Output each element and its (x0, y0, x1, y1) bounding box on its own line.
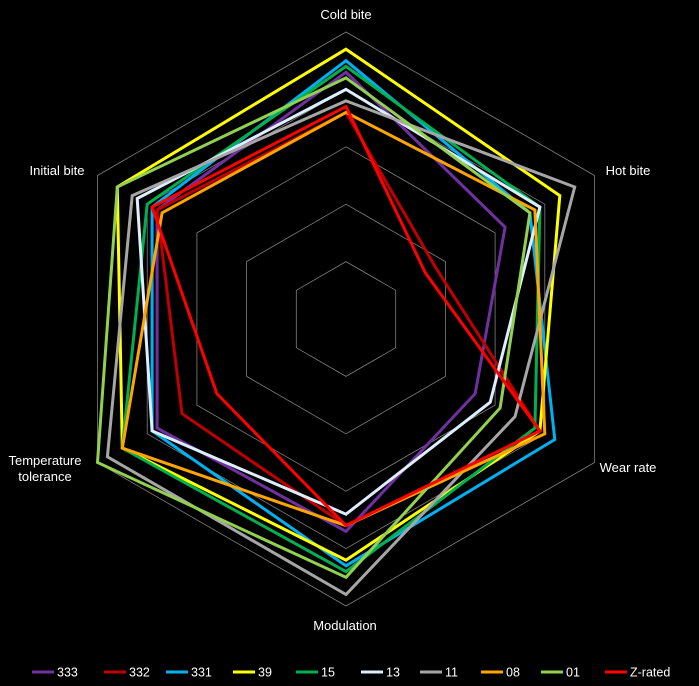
legend-label: 01 (566, 666, 580, 680)
legend-label: Z-rated (630, 666, 670, 680)
legend-label: 15 (321, 666, 335, 680)
legend-item-331: 331 (166, 666, 212, 680)
grid-ring (246, 203, 446, 435)
radar-series (95, 47, 577, 597)
legend-item-11: 11 (420, 666, 458, 680)
grid-ring (196, 146, 496, 492)
legend-label: 11 (445, 666, 458, 680)
axis-label-initial-bite: Initial bite (30, 163, 85, 178)
legend-item-39: 39 (233, 666, 272, 680)
axis-labels: Cold bite Hot bite Wear rate Modulation Temp… (9, 7, 657, 633)
legend-label: 333 (57, 666, 78, 680)
legend-item-z-rated: Z-rated (605, 666, 670, 680)
series-line-11 (105, 99, 577, 597)
grid-ring (146, 88, 546, 550)
legend-label: 13 (386, 666, 400, 680)
axis-label-temperature-tolerance: Temperature tolerance (9, 453, 82, 484)
legend-item-08: 08 (481, 666, 520, 680)
series-line-331 (150, 58, 557, 568)
legend-label: 08 (506, 666, 520, 680)
legend-label: 39 (258, 666, 272, 680)
grid-ring (97, 31, 595, 607)
legend-item-332: 332 (104, 666, 150, 680)
grid-ring (295, 261, 397, 377)
legend-item-15: 15 (296, 666, 335, 680)
legend: 333 332 331 39 15 13 11 08 01 Z-rated (32, 666, 670, 680)
axis-label-hot-bite: Hot bite (606, 163, 651, 178)
radar-grid (97, 31, 595, 607)
axis-label-cold-bite: Cold bite (320, 7, 371, 22)
series-line-15 (120, 64, 542, 574)
legend-item-01: 01 (541, 666, 580, 680)
series-line-13 (135, 87, 542, 516)
legend-item-333: 333 (32, 666, 78, 680)
legend-item-13: 13 (361, 666, 400, 680)
series-line-01 (95, 76, 532, 580)
series-line-z-rated (150, 104, 543, 528)
axis-label-modulation: Modulation (313, 618, 377, 633)
legend-label: 332 (129, 666, 150, 680)
legend-label: 331 (191, 666, 212, 680)
axis-label-wear-rate: Wear rate (600, 460, 657, 475)
